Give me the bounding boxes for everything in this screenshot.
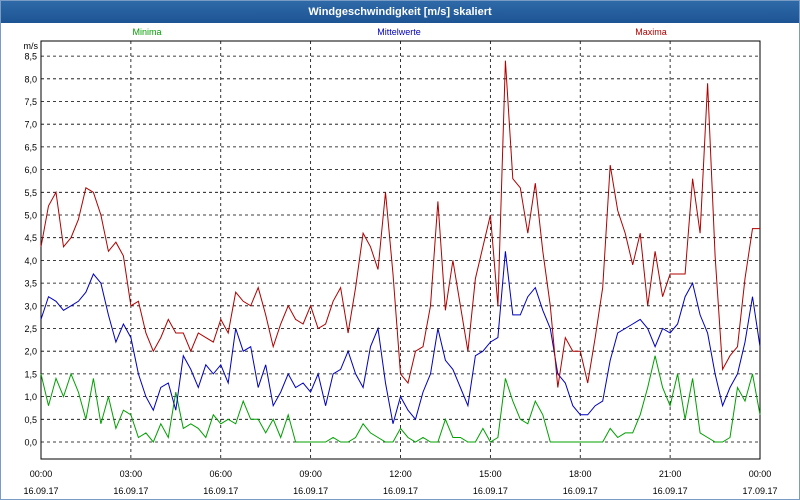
y-tick-label: 6,0 <box>24 165 37 175</box>
x-tick-date-label: 16.09.17 <box>23 486 58 496</box>
y-tick-label: 8,0 <box>24 74 37 84</box>
y-tick-label: 2,5 <box>24 324 37 334</box>
y-tick-label: 1,0 <box>24 392 37 402</box>
y-tick-label: 6,5 <box>24 142 37 152</box>
wind-speed-chart: 0,0 0,5 1,0 1,5 2,0 2,5 3,0 3,5 4,0 4,5 5,0 5,5 6,0 6… <box>23 27 777 496</box>
y-tick-label: 7,0 <box>24 120 37 130</box>
y-tick-label: 0,5 <box>24 415 37 425</box>
y-tick-label: 7,5 <box>24 97 37 107</box>
legend-mittelwerte: Mittelwerte <box>377 27 421 37</box>
x-tick-time-label: 03:00 <box>120 469 143 479</box>
x-tick-date-label: 16.09.17 <box>563 486 598 496</box>
y-tick-label: 5,5 <box>24 188 37 198</box>
y-tick-label: 0,0 <box>24 438 37 448</box>
y-tick-label: 2,0 <box>24 347 37 357</box>
x-tick-time-label: 00:00 <box>30 469 53 479</box>
x-tick-date-label: 17.09.17 <box>742 486 777 496</box>
x-tick-date-label: 16.09.17 <box>653 486 688 496</box>
y-tick-label: 5,0 <box>24 211 37 221</box>
series-line-maxima <box>40 60 760 388</box>
y-tick-label: 3,0 <box>24 301 37 311</box>
legend-maxima: Maxima <box>635 27 667 37</box>
x-tick-date-label: 16.09.17 <box>203 486 238 496</box>
x-tick-time-label: 15:00 <box>479 469 502 479</box>
x-tick-date-label: 16.09.17 <box>293 486 328 496</box>
window-title: Windgeschwindigkeit [m/s] skaliert <box>1 1 799 23</box>
x-tick-time-label: 18:00 <box>569 469 592 479</box>
series-line-minima <box>40 355 761 443</box>
x-tick-time-label: 06:00 <box>209 469 232 479</box>
x-tick-time-label: 12:00 <box>389 469 412 479</box>
y-tick-label: 4,0 <box>24 256 37 266</box>
x-tick-date-label: 16.09.17 <box>113 486 148 496</box>
x-tick-time-label: 00:00 <box>749 469 772 479</box>
y-tick-label: 8,5 <box>24 52 37 62</box>
y-axis-label: m/s <box>24 41 39 51</box>
y-tick-label: 4,5 <box>24 233 37 243</box>
y-tick-label: 3,5 <box>24 279 37 289</box>
x-tick-date-label: 16.09.17 <box>473 486 508 496</box>
legend-minima: Minima <box>132 27 161 37</box>
x-tick-time-label: 09:00 <box>299 469 322 479</box>
x-tick-time-label: 21:00 <box>659 469 682 479</box>
x-tick-date-label: 16.09.17 <box>383 486 418 496</box>
series-line-mittelwerte <box>40 251 761 424</box>
y-tick-label: 1,5 <box>24 369 37 379</box>
